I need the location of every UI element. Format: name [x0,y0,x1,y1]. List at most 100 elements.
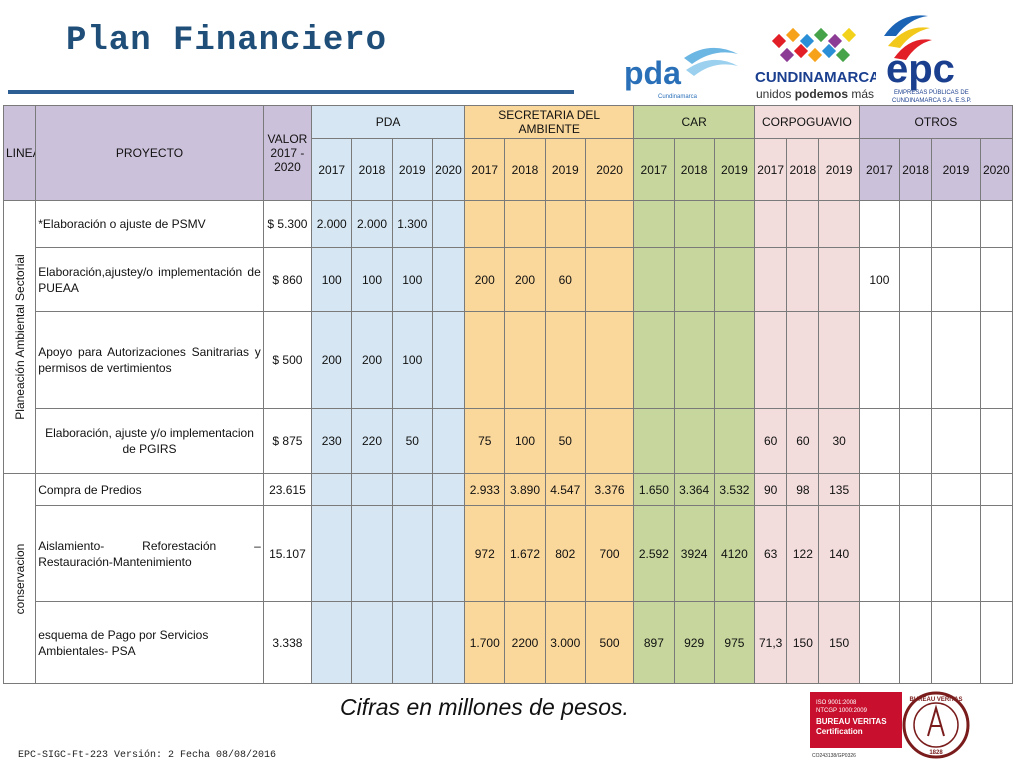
corp-value-cell: 90 [754,473,788,506]
cert-certification-text: Certification [816,727,863,736]
linea-label-text: Planeación Ambiental Sectorial [12,254,27,420]
cert-iso-text: ISO 9001:2008 [816,700,857,706]
valor-cell: $ 5.300 [262,200,313,248]
pda-value-cell: 100 [311,247,353,312]
sec-value-cell [504,311,546,409]
sec-value-cell: 802 [544,505,586,602]
sec-value-cell [464,311,506,409]
corp-value-cell: 150 [818,601,860,684]
header-proyecto: PROYECTO [35,105,264,201]
pda-value-cell [351,601,393,684]
bureau-veritas-seal-icon: BUREAU VERITAS 1828 [902,691,970,759]
cundinamarca-emblem-icon [771,27,857,63]
car-value-cell: 897 [633,601,675,684]
epc-logo-line1: EMPRESAS PÚBLICAS DE [894,89,969,96]
table-row: Apoyo para Autorizaciones Sanitrarias y … [4,311,1014,409]
table-row: Elaboración,ajustey/o implementación de … [4,247,1014,312]
sec-value-cell [464,200,506,248]
corp-value-cell [818,311,860,409]
otros-value-cell [931,200,981,248]
otros-value-cell: 100 [858,247,901,312]
car-value-cell [673,200,715,248]
car-value-cell: 929 [673,601,715,684]
corp-value-cell [754,311,788,409]
year-header: 2017 [464,138,506,201]
pda-value-cell [351,473,393,506]
year-header: 2018 [351,138,393,201]
sec-value-cell [584,311,635,409]
sec-value-cell: 100 [504,408,546,474]
corp-value-cell: 63 [754,505,788,602]
header-group-corp: CORPOGUAVIO [754,105,860,139]
otros-value-cell [931,247,981,312]
pda-value-cell [351,505,393,602]
pda-value-cell [391,473,433,506]
sec-value-cell: 500 [584,601,635,684]
otros-value-cell [931,601,981,684]
valor-cell: $ 500 [262,311,313,409]
otros-value-cell [899,473,933,506]
corp-value-cell: 150 [786,601,820,684]
pda-logo-text: pda [624,55,681,91]
proyecto-cell: *Elaboración o ajuste de PSMV [35,200,264,248]
pda-value-cell [311,473,353,506]
car-value-cell: 3.364 [673,473,715,506]
otros-value-cell [858,601,901,684]
car-value-cell: 975 [713,601,756,684]
pda-value-cell [431,505,466,602]
sec-value-cell [544,200,586,248]
car-value-cell [633,247,675,312]
otros-value-cell [899,505,933,602]
corp-value-cell [786,311,820,409]
proyecto-cell: Compra de Predios [35,473,264,506]
pda-value-cell [431,473,466,506]
table-row: Aislamiento- Reforestación – Restauració… [4,505,1014,602]
year-header: 2018 [504,138,546,201]
otros-value-cell [931,311,981,409]
linea-label: conservacion [2,473,37,684]
page-title: Plan Financiero [66,22,388,60]
year-header: 2018 [899,138,933,201]
otros-value-cell [858,311,901,409]
corp-value-cell: 30 [818,408,860,474]
financial-plan-table: LINEAPROYECTOVALOR 2017 - 2020PDASECRETA… [2,105,1014,684]
year-header: 2019 [818,138,860,201]
table-row: esquema de Pago por Servicios Ambientale… [4,601,1014,684]
table-header-row: LINEAPROYECTOVALOR 2017 - 2020PDASECRETA… [2,105,1014,201]
header-group-car: CAR [633,105,756,139]
pda-value-cell [431,200,466,248]
cundinamarca-slogan: unidos podemos más [756,87,874,101]
car-value-cell: 3.532 [713,473,756,506]
car-value-cell [633,311,675,409]
header-group-pda: PDA [311,105,466,139]
sec-value-cell [584,247,635,312]
corp-value-cell: 135 [818,473,860,506]
otros-value-cell [858,505,901,602]
cundinamarca-logo-text: CUNDINAMARCA [755,69,876,86]
pda-value-cell: 2.000 [311,200,353,248]
header-group-otros: OTROS [858,105,1014,139]
table-row: Planeación Ambiental Sectorial *Elaboraci… [2,200,1014,474]
otros-value-cell [979,200,1014,248]
year-header: 2019 [391,138,433,201]
pda-value-cell [391,505,433,602]
pda-value-cell: 1.300 [391,200,433,248]
car-value-cell: 4120 [713,505,756,602]
year-header: 2020 [431,138,466,201]
year-header: 2018 [786,138,820,201]
year-header: 2018 [673,138,715,201]
year-header: 2017 [754,138,788,201]
corp-value-cell [786,200,820,248]
otros-value-cell [931,505,981,602]
pda-value-cell [311,601,353,684]
pda-value-cell [311,505,353,602]
corp-value-cell: 98 [786,473,820,506]
sec-value-cell [544,311,586,409]
linea-label-text: conservacion [12,543,27,614]
currency-note: Cifras en millones de pesos. [340,694,629,720]
corp-value-cell [754,247,788,312]
pda-value-cell: 100 [351,247,393,312]
corp-value-cell [818,200,860,248]
car-value-cell: 3924 [673,505,715,602]
seal-text: BUREAU VERITAS [910,697,963,703]
